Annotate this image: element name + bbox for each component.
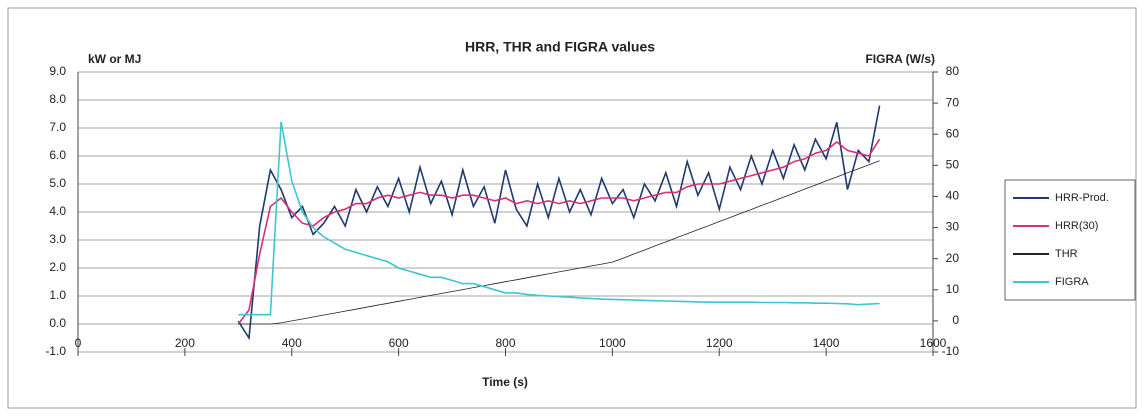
legend-label: FIGRA bbox=[1055, 276, 1089, 288]
series-line bbox=[237, 138, 881, 325]
legend-label: HRR-Prod. bbox=[1055, 192, 1109, 204]
y2-tick-label: -10 bbox=[942, 344, 960, 358]
x-tick-label: 1200 bbox=[706, 336, 733, 350]
y2-tick-label: 10 bbox=[946, 282, 960, 296]
y2-tick-label: 20 bbox=[946, 251, 960, 265]
legend-label: THR bbox=[1055, 248, 1078, 260]
y-tick-label: 7.0 bbox=[49, 120, 66, 134]
x-tick-label: 600 bbox=[389, 336, 409, 350]
legend-label: HRR(30) bbox=[1055, 220, 1098, 232]
x-tick-label: 200 bbox=[175, 336, 195, 350]
y2-tick-label: 30 bbox=[946, 220, 960, 234]
y2-tick-label: 0 bbox=[952, 313, 959, 327]
x-axis-label: Time (s) bbox=[482, 375, 528, 389]
x-tick-label: 1400 bbox=[813, 336, 840, 350]
y-tick-label: 6.0 bbox=[49, 148, 66, 162]
chart-title: HRR, THR and FIGRA values bbox=[465, 39, 655, 55]
frame bbox=[7, 7, 1137, 409]
y-tick-label: 0.0 bbox=[49, 316, 66, 330]
series-line bbox=[238, 121, 880, 316]
y2-axis-label: FIGRA (W/s) bbox=[865, 52, 935, 66]
x-tick-label: 1000 bbox=[599, 336, 626, 350]
y-tick-label: 5.0 bbox=[49, 176, 66, 190]
x-tick-label: 1600 bbox=[920, 336, 947, 350]
y-tick-label: 2.0 bbox=[49, 260, 66, 274]
y-tick-label: 8.0 bbox=[49, 92, 66, 106]
y2-tick-label: 70 bbox=[946, 95, 960, 109]
y-tick-label: 1.0 bbox=[49, 288, 66, 302]
series-line bbox=[238, 160, 880, 325]
y2-tick-label: 40 bbox=[946, 189, 960, 203]
y2-tick-label: 60 bbox=[946, 126, 960, 140]
x-tick-label: 0 bbox=[75, 336, 82, 350]
y-tick-label: 4.0 bbox=[49, 204, 66, 218]
y2-tick-label: 80 bbox=[946, 64, 960, 78]
y-tick-label: 9.0 bbox=[49, 64, 66, 78]
y-tick-label: -1.0 bbox=[45, 344, 66, 358]
y-axis-label: kW or MJ bbox=[88, 52, 141, 66]
x-tick-label: 800 bbox=[495, 336, 515, 350]
y2-tick-label: 50 bbox=[946, 158, 960, 172]
y-tick-label: 3.0 bbox=[49, 232, 66, 246]
legend-box bbox=[1004, 179, 1136, 301]
series-line bbox=[237, 105, 881, 341]
x-tick-label: 400 bbox=[282, 336, 302, 350]
